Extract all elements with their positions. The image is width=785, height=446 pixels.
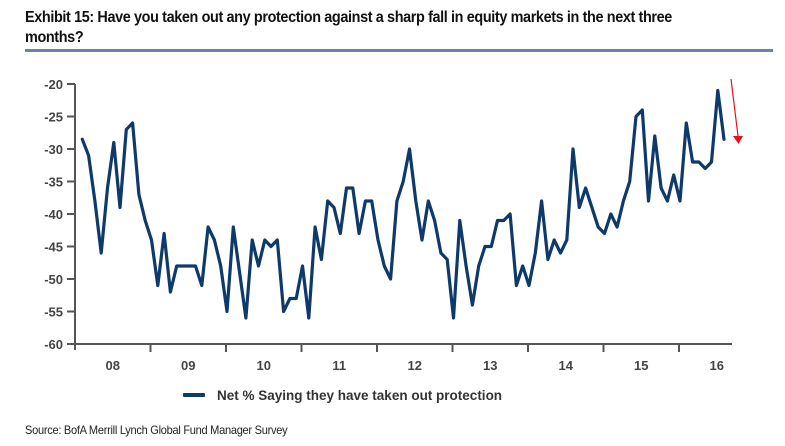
x-tick-label: 09: [181, 358, 195, 373]
title-divider: [25, 49, 773, 52]
series-layer: [80, 88, 726, 320]
y-tick-label: -50: [44, 272, 63, 287]
source-note: Source: BofA Merrill Lynch Global Fund M…: [25, 423, 288, 437]
y-tick-label: -30: [44, 142, 63, 157]
x-axis: 08 09 10 11 12 13 14 15 16: [67, 343, 732, 373]
x-tick-label: 10: [257, 358, 271, 373]
y-tick-label: -40: [44, 207, 63, 222]
y-tick-label: -25: [44, 110, 63, 125]
annotation-layer: [730, 78, 743, 144]
x-tick-label: 12: [408, 358, 422, 373]
x-tick-label: 08: [106, 358, 120, 373]
y-tick-label: -45: [44, 240, 63, 255]
arrow-down-icon: [733, 136, 743, 144]
y-tick-label: -55: [44, 305, 63, 320]
x-tick-label: 11: [332, 358, 346, 373]
series-line: [80, 88, 726, 320]
arrow-shaft: [730, 78, 739, 137]
x-tick-label: 13: [483, 358, 497, 373]
x-tick-label: 16: [710, 358, 724, 373]
x-tick-label: 15: [634, 358, 648, 373]
y-axis: -20 -25 -30 -35 -40 -45 -50 -55 -60: [44, 77, 76, 352]
legend: Net % Saying they have taken out protect…: [183, 385, 502, 405]
legend-swatch-icon: [183, 393, 205, 397]
y-tick-label: -60: [44, 337, 63, 352]
chart-title: Exhibit 15: Have you taken out any prote…: [25, 9, 672, 46]
legend-label: Net % Saying they have taken out protect…: [217, 387, 503, 403]
y-tick-label: -20: [44, 77, 63, 92]
x-tick-label: 14: [559, 358, 574, 373]
y-tick-label: -35: [44, 175, 63, 190]
